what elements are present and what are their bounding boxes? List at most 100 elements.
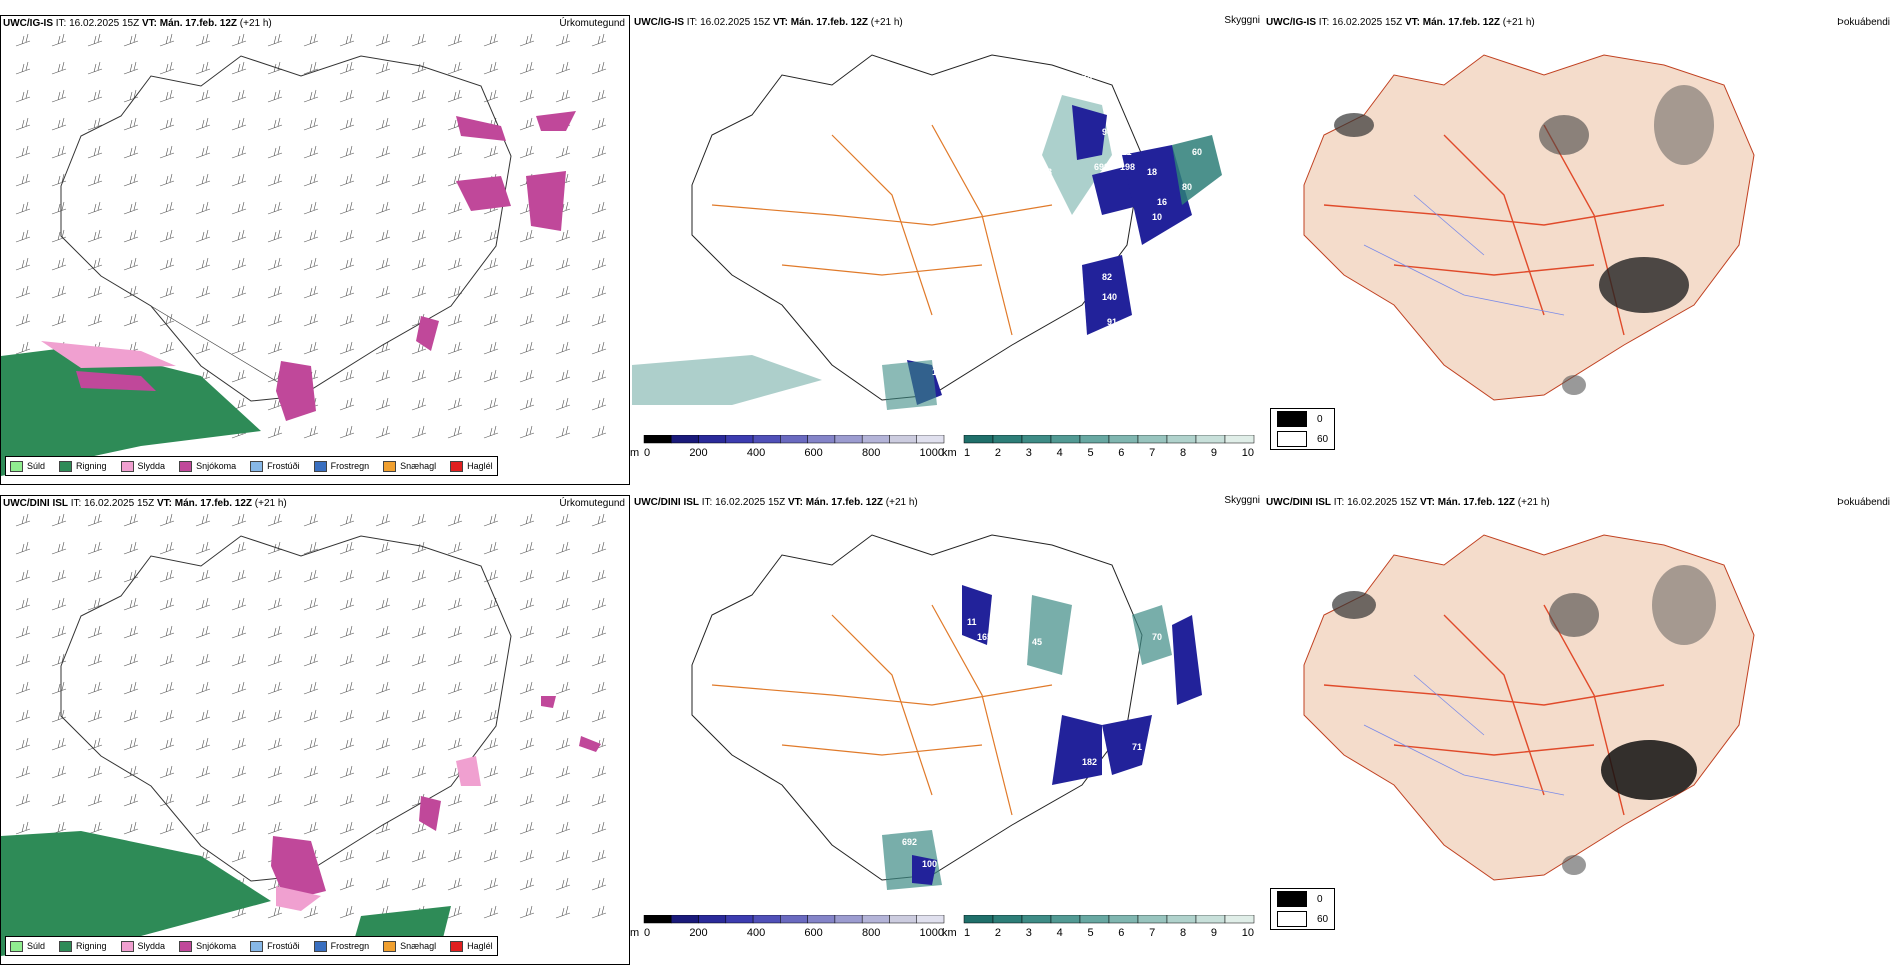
wind-barb: [519, 425, 535, 439]
wind-barb: [159, 341, 175, 355]
wind-barb: [195, 117, 211, 131]
ceiling-value-label: 80: [1182, 182, 1192, 192]
wind-barb: [123, 285, 139, 299]
wind-barb: [519, 313, 535, 327]
wind-barb: [483, 513, 499, 527]
wind-barb: [375, 597, 391, 611]
wind-barb: [591, 257, 607, 271]
wind-barb: [375, 541, 391, 555]
wind-barb: [87, 61, 103, 75]
wind-barb: [15, 117, 31, 131]
wind-barb: [411, 201, 427, 215]
ceiling-value-label: 99: [1092, 807, 1102, 817]
wind-barb: [591, 425, 607, 439]
wind-barb: [339, 229, 355, 243]
visibility-colorbar-cell: [1224, 435, 1255, 444]
wind-barb: [87, 145, 103, 159]
wind-barb: [15, 625, 31, 639]
wind-barb: [447, 285, 463, 299]
wind-barb: [303, 737, 319, 751]
wind-barb: [195, 709, 211, 723]
wind-barb: [231, 229, 247, 243]
wind-barb: [375, 285, 391, 299]
wind-barb: [411, 285, 427, 299]
visibility-colorbar-cell: [1166, 435, 1197, 444]
wind-barb: [519, 513, 535, 527]
wind-barb: [123, 597, 139, 611]
wind-barb: [123, 793, 139, 807]
ceiling-tick: 800: [861, 447, 881, 459]
wind-barb: [303, 625, 319, 639]
visibility-colorbar-cell: [1137, 915, 1168, 924]
wind-barb: [339, 625, 355, 639]
wind-barb: [51, 89, 67, 103]
wind-barb: [375, 117, 391, 131]
wind-barb: [555, 877, 571, 891]
wind-barb: [339, 709, 355, 723]
wind-barb: [51, 597, 67, 611]
ceiling-value-label: 692: [902, 837, 917, 847]
wind-barb: [447, 425, 463, 439]
wind-barb: [519, 765, 535, 779]
wind-barb: [447, 513, 463, 527]
wind-barb: [375, 61, 391, 75]
ceiling-labels: 38 55 94 17 11 699 198 18 64 60 80 16 10 83 85 82 140 91 1…: [932, 72, 1202, 377]
wind-barb: [231, 341, 247, 355]
visibility-tick: 7: [1149, 447, 1156, 459]
wind-barb: [51, 737, 67, 751]
wind-barb: [375, 681, 391, 695]
wind-barb: [87, 513, 103, 527]
wind-barb: [87, 33, 103, 47]
wind-barb: [555, 229, 571, 243]
visibility-colorbar-cell: [1021, 435, 1052, 444]
wind-barb: [159, 201, 175, 215]
wind-barb: [375, 173, 391, 187]
wind-barb: [375, 709, 391, 723]
wind-barb: [375, 821, 391, 835]
ceiling-colorbar-cell: [889, 435, 917, 444]
precip-legend: Súld Rigning Slydda Snjókoma Frostúði Fr…: [5, 456, 498, 476]
panel-title: UWC/DINI ISL IT: 16.02.2025 15Z VT: Mán.…: [3, 498, 287, 509]
wind-barb: [519, 569, 535, 583]
fog-legend-swatch: [1277, 411, 1307, 427]
wind-barb: [447, 793, 463, 807]
wind-barb: [87, 541, 103, 555]
ceiling-colorbar-cell: [780, 915, 808, 924]
wind-barb: [15, 709, 31, 723]
ceiling-value-label: 38: [1082, 72, 1092, 82]
wind-barb: [555, 681, 571, 695]
wind-barb: [591, 569, 607, 583]
wind-barb: [87, 625, 103, 639]
wind-barb: [447, 709, 463, 723]
wind-barb: [231, 625, 247, 639]
wind-barb: [267, 793, 283, 807]
ceiling-colorbar-cell: [916, 435, 945, 444]
fog-legend-row: 0: [1271, 889, 1334, 909]
ceiling-unit: m: [630, 447, 640, 459]
wind-barb: [267, 821, 283, 835]
wind-barb: [303, 285, 319, 299]
wind-barb: [339, 541, 355, 555]
wind-barb: [51, 793, 67, 807]
wind-barb: [591, 877, 607, 891]
wind-barb: [591, 793, 607, 807]
ceiling-value-label: 71: [1132, 742, 1142, 752]
wind-barb: [51, 145, 67, 159]
wind-barb: [195, 313, 211, 327]
wind-barb: [123, 541, 139, 555]
wind-barb: [483, 33, 499, 47]
wind-barb: [303, 569, 319, 583]
wind-barb: [447, 341, 463, 355]
wind-barb: [555, 569, 571, 583]
wind-barb: [483, 61, 499, 75]
wind-barb: [51, 285, 67, 299]
wind-barb: [447, 397, 463, 411]
wind-barb: [519, 877, 535, 891]
wind-barb: [483, 821, 499, 835]
wind-barb: [267, 313, 283, 327]
wind-barb: [159, 285, 175, 299]
visibility-colorbar-cell: [1079, 915, 1110, 924]
panel-variable: Úrkomutegund: [559, 18, 625, 29]
wind-barb: [339, 597, 355, 611]
visibility-colorbar-cell: [963, 435, 994, 444]
